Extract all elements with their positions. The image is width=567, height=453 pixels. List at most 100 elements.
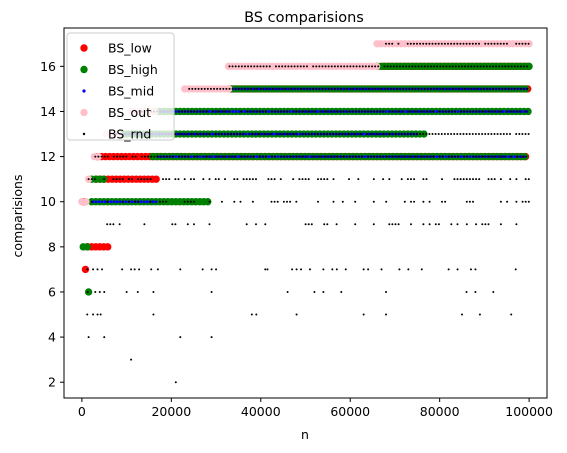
- data-point: [426, 155, 429, 158]
- data-point: [465, 42, 468, 45]
- data-point: [333, 65, 336, 68]
- data-point: [478, 42, 480, 45]
- data-point: [130, 200, 134, 204]
- data-point: [388, 133, 391, 136]
- data-point: [508, 133, 511, 136]
- data-point: [468, 178, 471, 181]
- data-point: [156, 155, 159, 158]
- data-point: [461, 87, 464, 90]
- data-point: [358, 65, 361, 68]
- data-point: [384, 110, 388, 113]
- data-point: [515, 110, 518, 113]
- data-point: [516, 87, 519, 90]
- data-point: [142, 200, 146, 204]
- data-point: [527, 42, 530, 45]
- data-point: [159, 155, 162, 158]
- data-point: [515, 155, 518, 158]
- data-point: [420, 65, 423, 68]
- data-point: [106, 200, 109, 203]
- data-point: [293, 65, 296, 68]
- data-point: [230, 155, 233, 158]
- data-point: [512, 110, 515, 113]
- data-point: [252, 155, 255, 158]
- data-point: [405, 65, 408, 68]
- data-point: [357, 178, 360, 181]
- data-point: [358, 87, 361, 90]
- data-point: [515, 42, 518, 45]
- data-point: [222, 110, 226, 113]
- data-point: [90, 178, 93, 181]
- data-point: [453, 155, 456, 158]
- data-point: [370, 110, 373, 113]
- data-point: [190, 110, 193, 113]
- data-point: [493, 178, 496, 181]
- data-point: [349, 65, 352, 68]
- data-point: [510, 313, 513, 316]
- data-point: [313, 133, 316, 136]
- data-point: [134, 155, 137, 158]
- data-point: [312, 155, 316, 159]
- data-point: [310, 133, 313, 136]
- data-point: [493, 42, 496, 45]
- data-point: [233, 200, 236, 203]
- data-point: [246, 155, 249, 158]
- legend-label: BS_mid: [108, 84, 154, 99]
- data-point: [516, 65, 519, 68]
- data-point: [262, 87, 265, 90]
- data-point: [288, 133, 291, 136]
- data-point: [426, 65, 429, 68]
- data-point: [286, 290, 289, 293]
- data-point: [450, 110, 453, 113]
- data-point: [316, 133, 319, 136]
- data-point: [306, 155, 310, 159]
- data-point: [361, 132, 365, 136]
- data-point: [193, 110, 196, 113]
- data-point: [402, 110, 406, 113]
- data-point: [422, 200, 425, 203]
- data-point: [398, 155, 401, 158]
- data-point: [239, 133, 242, 136]
- data-point: [368, 87, 371, 90]
- data-point: [495, 87, 498, 90]
- data-point: [150, 155, 153, 158]
- data-point: [385, 290, 387, 293]
- data-point: [271, 155, 274, 158]
- data-point: [403, 200, 406, 203]
- data-point: [369, 87, 372, 91]
- data-point: [430, 87, 433, 90]
- data-point: [399, 87, 402, 90]
- data-point: [453, 110, 456, 113]
- data-point: [422, 155, 425, 158]
- data-point: [323, 223, 326, 226]
- data-point: [220, 133, 223, 136]
- data-point: [447, 268, 450, 271]
- data-point: [268, 87, 271, 90]
- plot-frame: [63, 27, 548, 399]
- data-point: [437, 133, 440, 136]
- data-point: [104, 243, 112, 251]
- data-point: [171, 223, 174, 226]
- x-tick-label: 80000: [420, 404, 460, 419]
- data-point: [149, 178, 152, 181]
- data-point: [162, 178, 164, 181]
- data-point: [138, 268, 141, 271]
- data-point: [174, 155, 178, 159]
- data-point: [515, 178, 518, 181]
- data-point: [243, 65, 246, 68]
- data-point: [299, 87, 302, 90]
- data-point: [205, 133, 208, 136]
- data-point: [205, 110, 208, 113]
- data-point: [229, 133, 232, 136]
- data-point: [361, 87, 364, 90]
- data-point: [405, 155, 409, 159]
- data-point: [361, 65, 364, 68]
- data-point: [94, 290, 97, 293]
- data-point: [243, 155, 246, 158]
- y-tick-label: 14: [40, 104, 56, 119]
- data-point: [264, 223, 267, 226]
- data-point: [291, 268, 294, 271]
- data-point: [388, 155, 391, 158]
- data-point: [484, 155, 487, 158]
- data-point: [162, 200, 164, 203]
